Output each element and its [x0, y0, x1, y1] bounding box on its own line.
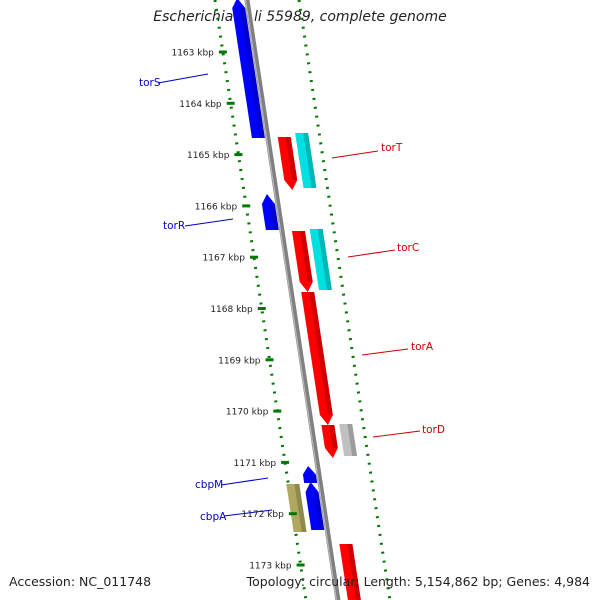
gene-torD-body [321, 425, 338, 458]
gene-torT-category [295, 133, 317, 188]
gene-torS-body [232, 0, 265, 138]
gene-torD-shade [329, 425, 338, 448]
gene-label-torS: torS [139, 77, 161, 89]
gene-label-leader-torA [361, 348, 409, 356]
gene-torR [261, 194, 279, 230]
gene-label-leader-cbpM [220, 477, 269, 486]
tick-label: 1167 kbp [203, 254, 246, 264]
gene-torC-body [291, 231, 313, 292]
tick-label: 1166 kbp [195, 202, 238, 212]
gene-torS-shade [240, 8, 265, 138]
scale-ticks: 1163 kbp 1164 kbp 1165 kbp 1166 kbp 1167 kbp… [171, 49, 305, 572]
gene-cbpA-shade [313, 492, 325, 530]
gene-torT [277, 137, 298, 190]
gene-torT-shade [285, 137, 298, 180]
gene-labels: torS torR torT torC torA torD cbpM cbpA [139, 73, 445, 523]
gene-torC-category-shade [317, 229, 332, 290]
gene-torD [321, 425, 338, 458]
gene-label-leader-cbpA [223, 509, 273, 517]
gene-label-leader-torD [372, 430, 421, 438]
gene-label-leader-torS [157, 73, 209, 84]
backbone-shine [244, 0, 338, 600]
tick-label: 1163 kbp [171, 49, 214, 59]
gene-torD-category [339, 424, 358, 456]
gene-label-leader-torT [331, 150, 379, 159]
gene-label-torR: torR [163, 220, 185, 232]
tick-label: 1164 kbp [179, 100, 222, 110]
gene-label-cbpM: cbpM [195, 479, 223, 491]
gene-cbpA-category-body [286, 484, 307, 532]
tick-label: 1165 kbp [187, 151, 230, 161]
gene-torT-body [277, 137, 298, 190]
genome-title: Escherichia coli 55989, complete genome [153, 9, 447, 25]
gene-torD-category-shade [347, 424, 358, 456]
outer-guide-line [297, 0, 392, 600]
gene-torT-category-body [295, 133, 317, 188]
gene-cbpM-body [302, 466, 318, 483]
gene-cbpM [302, 466, 318, 483]
gene-torA [301, 292, 333, 425]
gene-torR-shade [269, 204, 279, 230]
gene-torC-category [309, 229, 332, 290]
tick-label: 1173 kbp [249, 562, 292, 572]
gene-next-plus-shade [347, 544, 361, 600]
genome-summary-text: Topology: circular; Length: 5,154,862 bp… [246, 574, 590, 589]
gene-label-leader-torC [347, 249, 396, 258]
gene-torS [232, 0, 265, 138]
gene-cbpA-body [305, 482, 325, 530]
gene-torR-body [261, 194, 279, 230]
backbone-line [244, 0, 341, 600]
gene-label-torC: torC [397, 242, 419, 254]
gene-label-torD: torD [422, 424, 445, 436]
gene-torA-body [301, 292, 333, 425]
tick-label: 1170 kbp [226, 408, 269, 418]
gene-cbpA-category [286, 484, 307, 532]
gene-label-leader-torR [184, 218, 234, 227]
gene-cbpA [305, 482, 325, 530]
tick-label: 1171 kbp [234, 459, 277, 469]
tick-label: 1168 kbp [210, 305, 253, 315]
gene-label-torT: torT [381, 142, 403, 154]
gene-features [232, 0, 361, 600]
gene-label-torA: torA [411, 341, 434, 353]
gene-next-plus-body [339, 544, 361, 600]
dna-backbone [242, 0, 343, 600]
gene-torD-category-body [339, 424, 358, 456]
gene-torT-category-shade [303, 133, 317, 188]
gene-torC [291, 231, 313, 292]
tick-label: 1172 kbp [241, 510, 284, 520]
accession-text: Accession: NC_011748 [9, 574, 152, 589]
gene-cbpA-category-shade [294, 484, 307, 532]
gene-label-cbpA: cbpA [200, 511, 227, 523]
gene-torA-shade [309, 292, 333, 415]
gene-torC-shade [300, 231, 313, 282]
tick-label: 1169 kbp [218, 356, 261, 366]
gene-next-plus [339, 544, 361, 600]
gene-torC-category-body [309, 229, 332, 290]
gene-cbpM-shade [310, 474, 318, 483]
